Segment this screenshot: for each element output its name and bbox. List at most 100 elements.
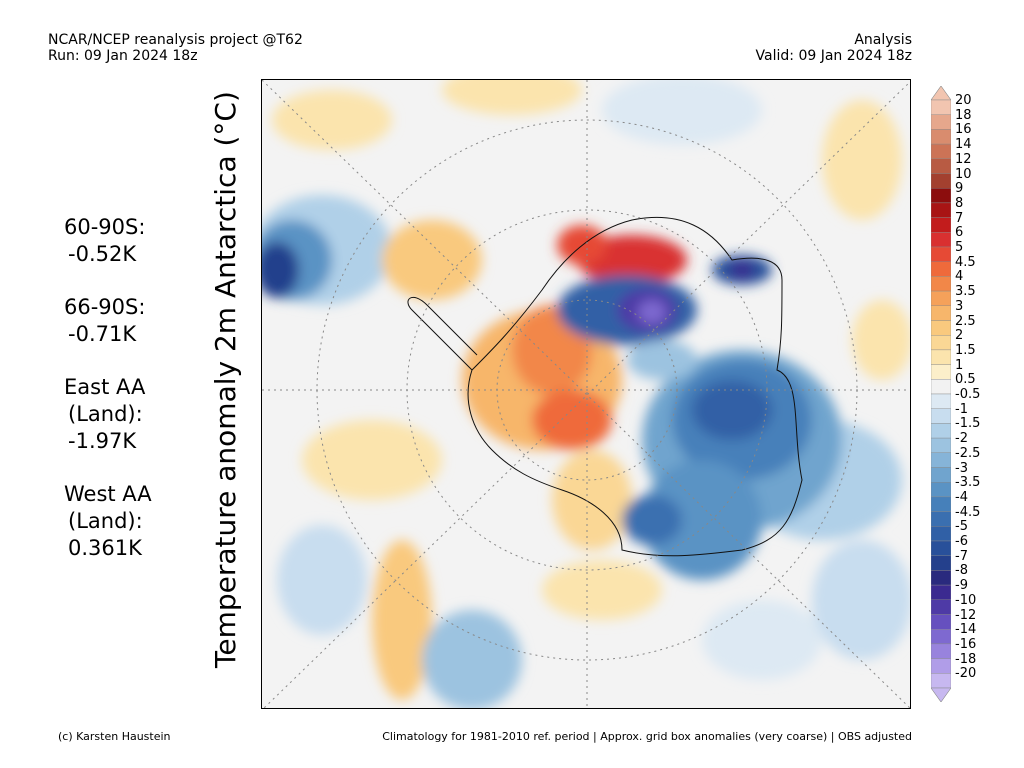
colorbar-tick-label: -7 xyxy=(955,548,968,564)
colorbar-tick-label: -4.5 xyxy=(955,504,981,520)
colorbar-tick-label: 18 xyxy=(955,107,972,123)
stat-label: East AA xyxy=(64,375,146,399)
header-right: Analysis Valid: 09 Jan 2024 18z xyxy=(756,32,912,64)
colorbar-swatch xyxy=(931,482,951,498)
colorbar-swatch xyxy=(931,584,951,601)
colorbar-swatch xyxy=(931,320,951,336)
colorbar-tick-label: -2.5 xyxy=(955,445,981,461)
colorbar-tick-label: 7 xyxy=(955,210,964,226)
stat-value: -0.71K xyxy=(68,322,137,346)
stat-60-90s: 60-90S: -0.52K xyxy=(64,214,152,268)
colorbar-swatch xyxy=(931,555,951,571)
colorbar-swatch xyxy=(931,246,951,262)
colorbar-tick-label: 10 xyxy=(955,166,972,182)
peninsula-coastline xyxy=(407,296,478,371)
model-title: NCAR/NCEP reanalysis project @T62 xyxy=(48,32,303,48)
colorbar-tick-label: -20 xyxy=(955,666,977,682)
colorbar-tick-label: -3.5 xyxy=(955,475,981,491)
colorbar-tick-label: 8 xyxy=(955,195,964,211)
colorbar-tick-label: -2 xyxy=(955,431,968,447)
colorbar-tick-label: -14 xyxy=(955,622,977,638)
colorbar-swatch xyxy=(931,540,951,556)
anomaly-map xyxy=(261,79,911,709)
colorbar-tick-label: 20 xyxy=(955,93,972,108)
colorbar-swatch xyxy=(931,290,951,307)
colorbar-swatch xyxy=(931,599,951,615)
anomaly-stats: 60-90S: -0.52K 66-90S: -0.71K East AA (L… xyxy=(64,214,152,588)
colorbar-swatch xyxy=(931,261,951,277)
header-left: NCAR/NCEP reanalysis project @T62 Run: 0… xyxy=(48,32,303,64)
stat-value: 0.361K xyxy=(68,536,142,560)
colorbar-tick-label: 4.5 xyxy=(955,254,976,270)
colorbar-swatch xyxy=(931,158,951,174)
colorbar-tick-label: -9 xyxy=(955,578,968,594)
colorbar-swatch xyxy=(931,129,951,145)
map-canvas xyxy=(262,80,910,708)
colorbar-swatch xyxy=(931,305,951,321)
colorbar-tick-label: 16 xyxy=(955,122,972,138)
colorbar-tick-label: -18 xyxy=(955,651,977,667)
antarctica-coastline xyxy=(467,216,803,557)
colorbar-swatch xyxy=(931,99,951,115)
colorbar-tick-label: -4 xyxy=(955,489,968,505)
colorbar-tick-label: -0.5 xyxy=(955,387,981,402)
stat-value: -1.97K xyxy=(68,429,137,453)
stat-label-sub: (Land): xyxy=(68,402,143,426)
colorbar-swatch xyxy=(931,349,951,365)
colorbar-swatch xyxy=(931,423,951,439)
colorbar-swatch xyxy=(931,526,951,542)
colorbar-tick-label: 9 xyxy=(955,181,964,197)
colorbar-swatch xyxy=(931,364,951,380)
colorbar-swatch xyxy=(931,114,951,130)
stat-label: 66-90S: xyxy=(64,295,146,319)
colorbar-tick-label: -3 xyxy=(955,460,968,476)
graticule xyxy=(262,80,910,708)
colorbar-tick-label: -8 xyxy=(955,563,968,579)
valid-time: Valid: 09 Jan 2024 18z xyxy=(755,48,912,64)
stat-label-sub: (Land): xyxy=(68,509,143,533)
stat-east-aa: East AA (Land): -1.97K xyxy=(64,374,152,455)
colorbar-swatch xyxy=(931,217,951,233)
colorbar-tick-label: 14 xyxy=(955,137,972,153)
colorbar-swatch xyxy=(931,629,951,645)
colorbar-max-arrow xyxy=(931,86,951,101)
colorbar xyxy=(931,86,951,702)
colorbar-tick-label: 12 xyxy=(955,151,972,167)
stat-label: West AA xyxy=(64,482,152,506)
colorbar-min-arrow xyxy=(931,687,951,702)
colorbar-swatch xyxy=(931,614,951,630)
colorbar-tick-label: -10 xyxy=(955,592,977,608)
stat-value: -0.52K xyxy=(68,242,137,266)
colorbar-tick-label: 2 xyxy=(955,328,964,344)
colorbar-swatch xyxy=(931,187,951,204)
credit: (c) Karsten Haustein xyxy=(58,730,171,743)
colorbar-tick-label: -6 xyxy=(955,534,968,549)
colorbar-swatch xyxy=(931,379,951,395)
colorbar-swatch xyxy=(931,232,951,248)
run-time: Run: 09 Jan 2024 18z xyxy=(48,48,198,64)
colorbar-swatch xyxy=(931,570,951,586)
stat-west-aa: West AA (Land): 0.361K xyxy=(64,481,152,562)
stat-label: 60-90S: xyxy=(64,215,146,239)
colorbar-tick-label: -16 xyxy=(955,636,977,652)
vertical-title: Temperature anomaly 2m Antarctica (°C) xyxy=(209,91,242,668)
colorbar-swatch xyxy=(931,393,951,409)
colorbar-swatch xyxy=(931,408,951,424)
colorbar-tick-label: 6 xyxy=(955,225,964,241)
colorbar-tick-label: 5 xyxy=(955,240,964,255)
colorbar-tick-label: 2.5 xyxy=(955,313,976,329)
colorbar-tick-label: -12 xyxy=(955,607,977,623)
colorbar-swatch xyxy=(931,437,951,454)
colorbar-tick-label: 0.5 xyxy=(955,372,976,388)
colorbar-swatch xyxy=(931,673,951,689)
colorbar-tick-label: -1 xyxy=(955,401,968,417)
colorbar-tick-label: 3 xyxy=(955,298,964,314)
footnote: Climatology for 1981-2010 ref. period | … xyxy=(382,730,912,743)
colorbar-tick-label: 3.5 xyxy=(955,284,976,300)
colorbar-swatch xyxy=(931,511,951,527)
colorbar-tick-label: -5 xyxy=(955,519,968,535)
colorbar-swatch xyxy=(931,658,951,674)
colorbar-swatch xyxy=(931,334,951,351)
stat-66-90s: 66-90S: -0.71K xyxy=(64,294,152,348)
colorbar-swatch xyxy=(931,496,951,512)
